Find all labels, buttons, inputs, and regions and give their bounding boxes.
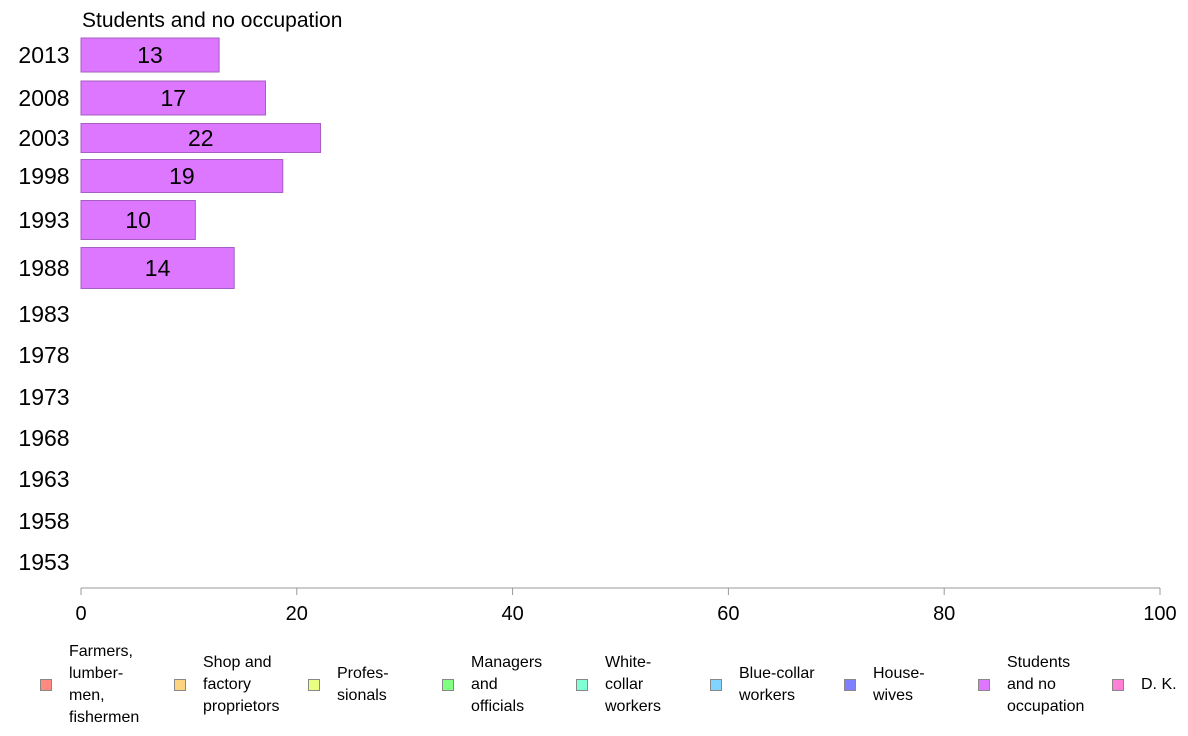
- category-label: 1998: [18, 163, 69, 189]
- chart-title: Students and no occupation: [82, 9, 342, 32]
- category-label: 1953: [18, 549, 69, 575]
- x-tick-label: 80: [933, 603, 955, 625]
- category-label: 1978: [18, 342, 69, 368]
- category-label: 1968: [18, 425, 69, 451]
- legend-item: D. K.: [1112, 640, 1177, 730]
- x-tick-label: 40: [501, 603, 523, 625]
- legend-item: House- wives: [844, 640, 925, 730]
- legend-swatch: [174, 679, 186, 691]
- bar-chart: Students and no occupation 131722191014 …: [18, 9, 1177, 625]
- x-tick-label: 100: [1143, 603, 1176, 625]
- legend-label: House- wives: [873, 665, 925, 704]
- legend-label: Farmers, lumber- men, fishermen: [69, 643, 140, 726]
- category-label: 1993: [18, 207, 69, 233]
- legend: Farmers, lumber- men, fishermen Shop and …: [0, 640, 1188, 730]
- legend-label: D. K.: [1141, 676, 1177, 693]
- legend-swatch: [576, 679, 588, 691]
- category-label: 1983: [18, 301, 69, 327]
- category-label: 1973: [18, 384, 69, 410]
- y-axis-labels: 2013 2008 2003 1998 1993 1988 1983 1978 1973 1968…: [18, 42, 69, 575]
- legend-item: Blue-collar workers: [710, 640, 815, 730]
- legend-item: Shop and factory proprietors: [174, 640, 279, 730]
- data-label: 19: [169, 163, 195, 189]
- legend-swatch: [978, 679, 990, 691]
- bar: [80, 123, 322, 153]
- bar: [80, 159, 284, 193]
- legend-item: Students and no occupation: [978, 640, 1084, 730]
- legend-label: White- collar workers: [605, 654, 662, 715]
- x-axis: 0 20 40 60 80 100: [75, 587, 1177, 625]
- category-label: 2008: [18, 85, 69, 111]
- legend-swatch: [40, 679, 52, 691]
- data-label: 14: [145, 255, 171, 281]
- category-label: 2003: [18, 125, 69, 151]
- legend-label: Managers and officials: [471, 654, 543, 715]
- x-tick-label: 60: [717, 603, 739, 625]
- bar: [80, 200, 196, 240]
- legend-swatch: [844, 679, 856, 691]
- category-label: 1958: [18, 508, 69, 534]
- data-label: 10: [125, 207, 151, 233]
- bar: [80, 37, 220, 73]
- legend-item: Profes- sionals: [308, 640, 389, 730]
- category-label: 1963: [18, 466, 69, 492]
- legend-swatch: [442, 679, 454, 691]
- category-label: 2013: [18, 42, 69, 68]
- data-label: 17: [160, 85, 186, 111]
- data-label: 13: [137, 42, 163, 68]
- legend-item: Managers and officials: [442, 640, 542, 730]
- legend-item: White- collar workers: [576, 640, 661, 730]
- legend-label: Profes- sionals: [337, 665, 389, 704]
- legend-item: Farmers, lumber- men, fishermen: [40, 640, 139, 730]
- legend-swatch: [710, 679, 722, 691]
- legend-label: Shop and factory proprietors: [203, 654, 280, 715]
- x-tick-label: 20: [286, 603, 308, 625]
- bar: [80, 247, 235, 289]
- x-tick-label: 0: [75, 603, 86, 625]
- legend-label: Blue-collar workers: [739, 665, 815, 704]
- category-label: 1988: [18, 255, 69, 281]
- legend-swatch: [1112, 679, 1124, 691]
- bar: [80, 80, 267, 116]
- legend-swatch: [308, 679, 320, 691]
- data-label: 22: [188, 125, 214, 151]
- legend-label: Students and no occupation: [1007, 654, 1085, 715]
